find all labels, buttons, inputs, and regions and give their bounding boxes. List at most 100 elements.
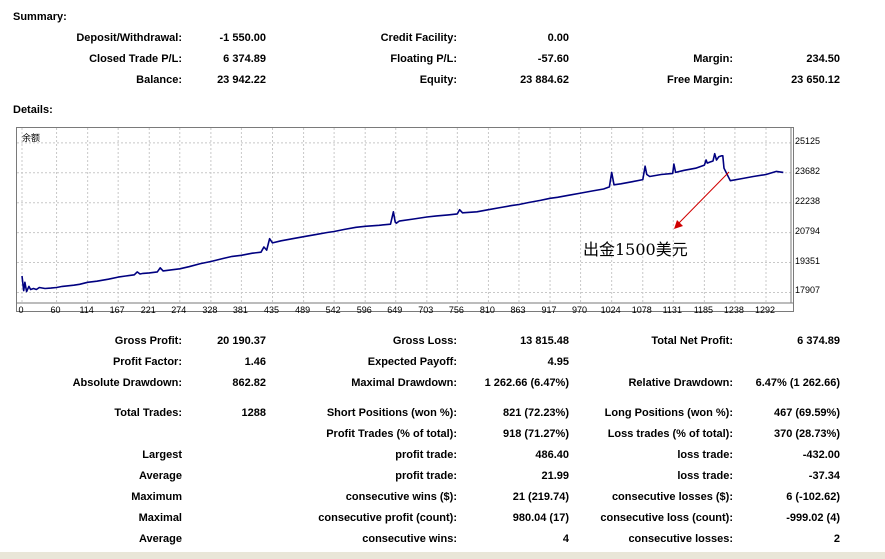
absolute-drawdown-value: 862.82 [232,377,266,389]
x-tick-label: 970 [572,305,588,315]
long-positions-value: 467 (69.59%) [773,407,840,419]
total-net-profit-value: 6 374.89 [797,335,840,347]
annotation-arrow-line [676,171,730,226]
free-margin-label: Free Margin: [666,74,733,86]
gross-loss-label: Gross Loss: [392,335,457,347]
x-tick-label: 810 [479,305,495,315]
profit-trades-value: 918 (71.27%) [502,428,569,440]
x-tick-label: 1078 [631,305,652,315]
closed-pl-label: Closed Trade P/L: [89,53,182,65]
profit-trades-label: Profit Trades (% of total): [326,428,457,440]
largest-profit-label: profit trade: [395,449,457,461]
average-loss-value: -37.34 [808,470,840,482]
relative-drawdown-label: Relative Drawdown: [628,377,733,389]
maximal-drawdown-value: 1 262.66 (6.47%) [484,377,569,389]
x-tick-label: 756 [448,305,464,315]
balance-chart: 余额 [16,127,794,312]
x-tick-label: 1131 [662,305,682,315]
x-tick-label: 1238 [723,305,744,315]
credit-label: Credit Facility: [380,32,457,44]
largest-loss-value: -432.00 [802,449,840,461]
total-net-profit-label: Total Net Profit: [651,335,733,347]
x-tick-label: 1185 [693,305,714,315]
x-tick-label: 435 [263,305,279,315]
annotation-arrow-head [674,220,683,229]
x-tick-label: 0 [18,305,24,315]
x-tick-label: 863 [510,305,526,315]
expected-payoff-label: Expected Payoff: [367,356,457,368]
largest-label: Largest [142,449,182,461]
x-tick-label: 328 [202,305,218,315]
maximal-cons-loss-value: -999.02 (4) [786,512,840,524]
withdrawal-annotation: 出金1500美元 [583,240,688,259]
x-tick-label: 703 [418,305,434,315]
profit-factor-label: Profit Factor: [112,356,182,368]
maximal-cons-profit-value: 980.04 (17) [512,512,569,524]
total-trades-label: Total Trades: [114,407,182,419]
x-tick-label: 274 [171,305,187,315]
x-tick-label: 596 [356,305,372,315]
closed-pl-value: 6 374.89 [223,53,266,65]
short-positions-value: 821 (72.23%) [502,407,569,419]
equity-label: Equity: [419,74,457,86]
x-tick-label: 381 [232,305,248,315]
balance-chart-svg: 余额 [17,128,793,304]
maximum-label: Maximum [131,491,182,503]
chart-title: 余额 [22,132,40,144]
bottom-strip [0,552,885,559]
long-positions-label: Long Positions (won %): [604,407,733,419]
avg-cons-losses-label: consecutive losses: [628,533,733,545]
average-profit-value: 21.99 [541,470,569,482]
deposit-label: Deposit/Withdrawal: [76,32,182,44]
x-tick-label: 114 [79,305,94,315]
x-tick-label: 489 [295,305,311,315]
y-tick-label: 25125 [795,135,821,146]
maximal-cons-profit-label: consecutive profit (count): [318,512,457,524]
largest-loss-label: loss trade: [677,449,733,461]
y-tick-label: 22238 [795,195,821,206]
average-label: Average [138,470,182,482]
profit-factor-value: 1.46 [244,356,266,368]
summary-heading: Summary: [13,11,67,23]
short-positions-label: Short Positions (won %): [326,407,457,419]
average2-label: Average [138,533,182,545]
x-tick-label: 167 [109,305,125,315]
absolute-drawdown-label: Absolute Drawdown: [72,377,182,389]
details-heading: Details: [13,104,53,116]
loss-trades-label: Loss trades (% of total): [607,428,733,440]
equity-value: 23 884.62 [520,74,569,86]
margin-label: Margin: [693,53,733,65]
max-cons-losses-value: 6 (-102.62) [786,491,840,503]
maximal-cons-loss-label: consecutive loss (count): [600,512,733,524]
avg-cons-wins-label: consecutive wins: [362,533,457,545]
credit-value: 0.00 [547,32,569,44]
floating-pl-label: Floating P/L: [390,53,457,65]
avg-cons-wins-value: 4 [562,533,569,545]
deposit-value: -1 550.00 [219,32,266,44]
x-tick-label: 1024 [600,305,621,315]
expected-payoff-value: 4.95 [547,356,569,368]
gross-profit-label: Gross Profit: [114,335,182,347]
y-tick-label: 17907 [795,285,821,296]
x-tick-label: 917 [541,305,557,315]
largest-profit-value: 486.40 [535,449,569,461]
margin-value: 234.50 [806,53,840,65]
x-tick-label: 221 [140,305,156,315]
balance-line [21,152,784,293]
floating-pl-value: -57.60 [537,53,569,65]
average-profit-label: profit trade: [395,470,457,482]
free-margin-value: 23 650.12 [791,74,840,86]
relative-drawdown-value: 6.47% (1 262.66) [755,377,840,389]
plot-area [17,128,791,303]
x-tick-label: 542 [325,305,341,315]
y-tick-label: 20794 [795,225,821,236]
max-cons-losses-label: consecutive losses ($): [611,491,733,503]
max-cons-wins-value: 21 (219.74) [512,491,569,503]
average-loss-label: loss trade: [677,470,733,482]
balance-value: 23 942.22 [217,74,266,86]
x-tick-label: 649 [387,305,403,315]
max-cons-wins-label: consecutive wins ($): [345,491,457,503]
maximal-drawdown-label: Maximal Drawdown: [351,377,457,389]
gross-loss-value: 13 815.48 [520,335,569,347]
gross-profit-value: 20 190.37 [217,335,266,347]
